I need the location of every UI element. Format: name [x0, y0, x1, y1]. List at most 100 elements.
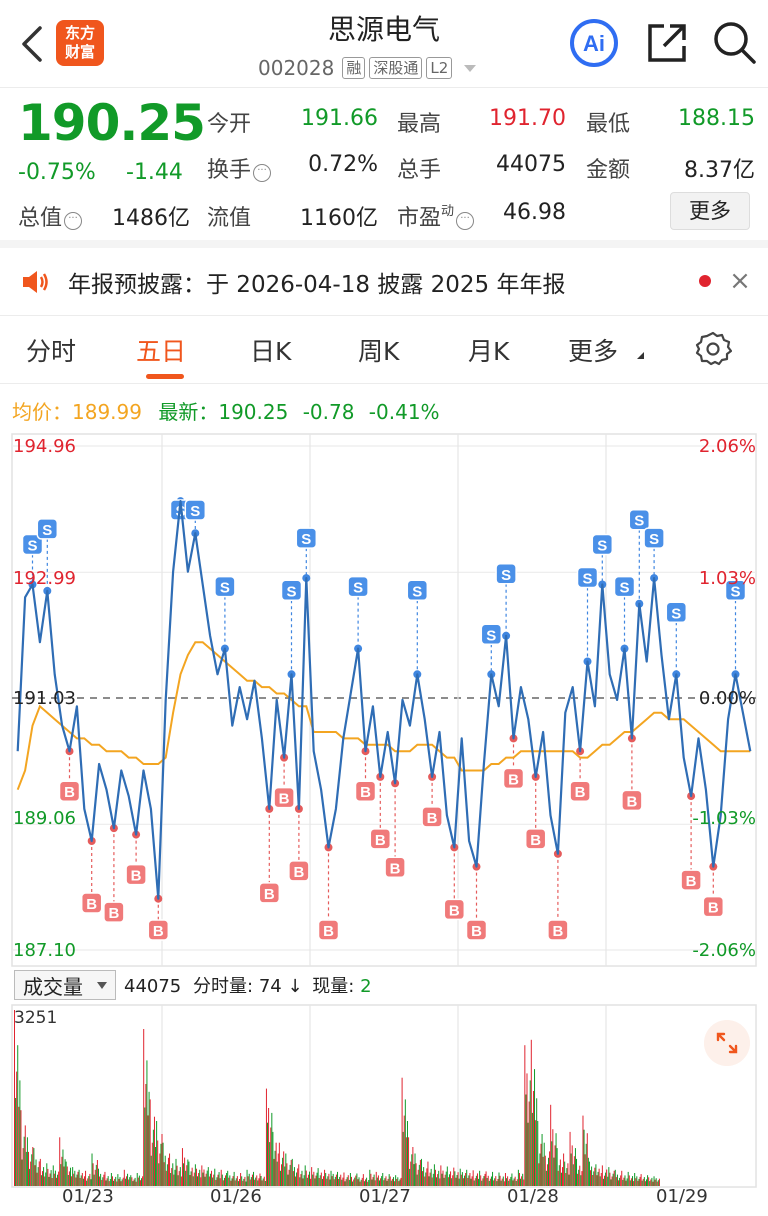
- volume-bar: [591, 1166, 593, 1186]
- close-icon[interactable]: ×: [729, 266, 751, 296]
- amount-value: 8.37亿: [684, 158, 755, 183]
- volume-bar: [194, 1164, 196, 1186]
- mktcap-label[interactable]: 总值 ···: [18, 200, 83, 232]
- tab-intraday[interactable]: 分时: [26, 337, 77, 366]
- pe-label[interactable]: 市盈动 ···: [397, 200, 475, 232]
- volume-bar: [542, 1156, 544, 1186]
- tab-more[interactable]: 更多: [568, 337, 619, 366]
- volume-bar: [106, 1178, 108, 1186]
- buy-marker-label: B: [390, 860, 401, 877]
- volume-bar: [583, 1129, 585, 1186]
- more-fields-button[interactable]: 更多: [670, 192, 750, 230]
- volume-bar: [384, 1178, 386, 1186]
- app-header: 东方 财富 思源电气 002028 融 深股通 L2 Ai: [0, 0, 768, 88]
- volume-bar: [151, 1142, 153, 1186]
- volume-bar: [46, 1163, 48, 1186]
- volume-bar: [81, 1173, 83, 1186]
- buy-marker-label: B: [264, 886, 275, 903]
- volume-bar: [442, 1170, 444, 1186]
- volume-bar: [528, 1101, 530, 1186]
- volume-bar: [320, 1172, 322, 1186]
- volume-bar: [512, 1180, 514, 1186]
- sell-marker-label: S: [582, 570, 592, 587]
- volume-bar: [387, 1178, 389, 1186]
- volume-bar: [109, 1179, 111, 1186]
- expand-icon[interactable]: [704, 1020, 750, 1066]
- volume-bar: [74, 1170, 76, 1186]
- stock-code-line[interactable]: 002028 融 深股通 L2: [258, 54, 477, 82]
- volume-bar: [657, 1180, 659, 1186]
- buy-marker-label: B: [575, 784, 586, 801]
- volume-bar: [586, 1133, 588, 1186]
- volume-bar: [245, 1181, 247, 1186]
- buy-marker-label: B: [131, 868, 142, 885]
- volume-bar: [186, 1165, 188, 1186]
- volume-bar: [644, 1181, 646, 1186]
- volume-bar: [623, 1177, 625, 1186]
- buy-marker: B: [369, 828, 392, 850]
- volume-bar: [104, 1171, 106, 1186]
- volume-bar: [150, 1155, 152, 1186]
- volume-bar: [550, 1104, 552, 1186]
- volume-bar: [396, 1179, 398, 1186]
- volume-bar: [641, 1180, 643, 1186]
- volume-bar: [62, 1149, 64, 1186]
- volume-bar: [460, 1174, 462, 1186]
- volume-bar: [28, 1151, 29, 1186]
- indicator-select[interactable]: 成交量: [14, 970, 116, 1000]
- tab-daily-k[interactable]: 日K: [250, 337, 292, 366]
- volume-bar: [453, 1167, 455, 1186]
- back-arrow-icon[interactable]: [14, 22, 50, 66]
- volume-bar: [492, 1171, 494, 1186]
- volume-bar: [392, 1177, 394, 1186]
- volume-bar: [179, 1167, 181, 1186]
- volume-bar: [455, 1177, 457, 1186]
- share-icon[interactable]: [644, 20, 692, 66]
- volume-bar: [443, 1177, 445, 1186]
- volume-bar: [604, 1175, 606, 1186]
- search-icon[interactable]: [710, 18, 758, 66]
- volume-bar: [601, 1165, 603, 1186]
- volume-bar: [560, 1172, 562, 1186]
- volume-bar: [431, 1177, 433, 1186]
- volume-bar: [468, 1175, 470, 1186]
- notice-bar[interactable]: 年报预披露：于 2026-04-18 披露 2025 年年报 ×: [0, 248, 768, 316]
- sell-marker-label: S: [301, 531, 311, 548]
- turnover-label[interactable]: 换手 ···: [207, 152, 272, 184]
- buy-marker-label: B: [427, 810, 438, 827]
- ai-assistant-icon[interactable]: Ai: [566, 18, 622, 68]
- unread-dot: [699, 275, 711, 287]
- volume-bar: [188, 1161, 190, 1186]
- volume-bar: [390, 1180, 392, 1186]
- volume-bar: [83, 1176, 85, 1186]
- volume-bar: [79, 1177, 81, 1186]
- volume-bar: [354, 1177, 356, 1186]
- volume-bar: [246, 1169, 248, 1186]
- volume-bar: [537, 1121, 539, 1186]
- volume-chart[interactable]: [0, 1004, 768, 1188]
- volume-bar: [191, 1167, 193, 1186]
- tab-monthly-k[interactable]: 月K: [468, 337, 510, 366]
- volume-bar: [566, 1168, 568, 1186]
- volume-bar: [192, 1176, 194, 1186]
- buy-marker-label: B: [360, 784, 371, 801]
- info-icon: ···: [253, 164, 272, 182]
- volume-bar: [119, 1177, 121, 1186]
- volume-bar: [525, 1094, 527, 1186]
- gear-icon[interactable]: [694, 330, 732, 368]
- volume-bar: [282, 1157, 284, 1186]
- volume-bar: [248, 1173, 250, 1186]
- volume-bar: [95, 1164, 97, 1186]
- volume-bar: [93, 1174, 95, 1186]
- tab-weekly-k[interactable]: 周K: [358, 337, 400, 366]
- volume-bar: [254, 1179, 256, 1186]
- volume-bar: [134, 1177, 136, 1186]
- volume-bar: [414, 1153, 416, 1186]
- sell-marker-label: S: [220, 580, 230, 597]
- volume-bar: [118, 1178, 120, 1186]
- buy-marker-label: B: [323, 923, 334, 940]
- volume-bar: [228, 1177, 230, 1186]
- tab-five-day[interactable]: 五日: [136, 337, 187, 366]
- volume-bar: [307, 1174, 309, 1186]
